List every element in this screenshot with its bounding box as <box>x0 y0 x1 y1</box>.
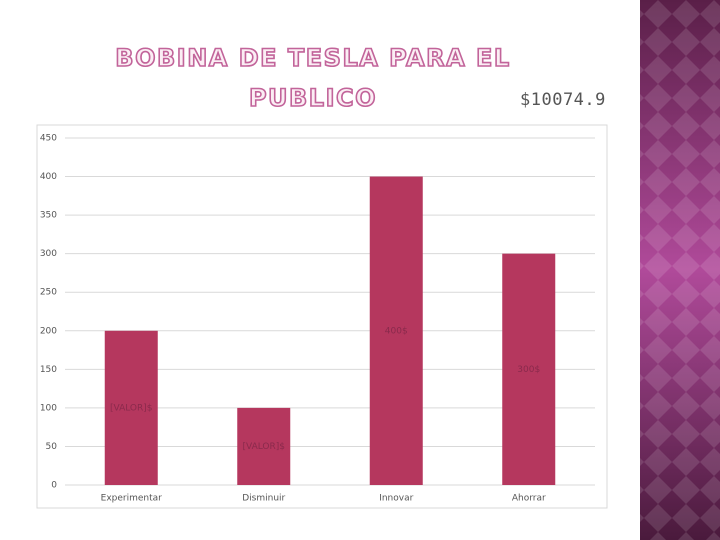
data-label: [VALOR]$ <box>242 442 285 452</box>
y-tick-label: 350 <box>40 211 57 221</box>
annotation: $10074.9 <box>520 90 606 110</box>
x-tick-label: Disminuir <box>242 494 285 504</box>
y-tick-label: 200 <box>40 326 57 336</box>
data-label: 300$ <box>517 365 540 375</box>
y-tick-label: 100 <box>40 403 57 413</box>
bar <box>369 176 423 486</box>
y-tick-label: 0 <box>51 481 57 491</box>
side-pattern <box>640 0 720 540</box>
y-tick-label: 450 <box>40 134 57 144</box>
x-tick-label: Experimentar <box>101 494 163 504</box>
y-tick-label: 400 <box>40 172 57 182</box>
x-tick-label: Innovar <box>379 494 413 504</box>
y-tick-label: 250 <box>40 288 57 298</box>
chart-title: BOBINA DE TESLA PARA EL PUBLICO <box>114 43 511 113</box>
data-label: [VALOR]$ <box>110 403 153 413</box>
y-tick-label: 300 <box>40 249 57 259</box>
y-tick-label: 150 <box>40 365 57 375</box>
data-label: 400$ <box>385 326 408 336</box>
x-tick-label: Ahorrar <box>512 494 546 504</box>
bar <box>502 253 556 485</box>
bar <box>104 330 158 485</box>
bar <box>237 407 291 485</box>
y-tick-label: 50 <box>46 442 58 452</box>
